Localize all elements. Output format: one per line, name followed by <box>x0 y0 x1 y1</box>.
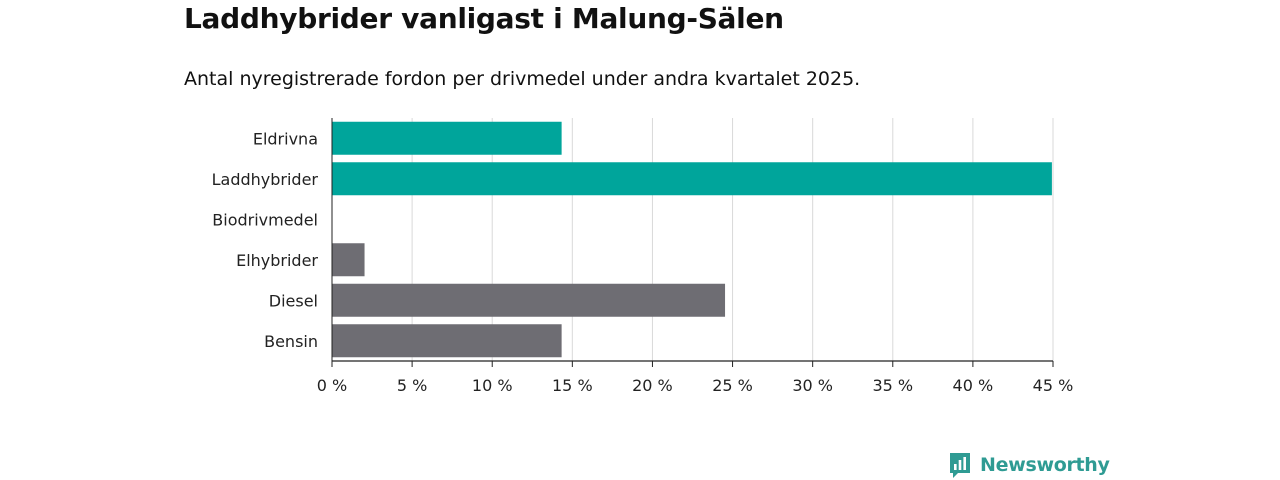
category-label: Bensin <box>264 332 318 351</box>
category-label: Laddhybrider <box>212 170 319 189</box>
x-tick-label: 15 % <box>552 376 593 395</box>
chart-subtitle: Antal nyregistrerade fordon per drivmede… <box>184 68 861 90</box>
newsworthy-logo-icon <box>950 453 970 478</box>
brand-logo: Newsworthy <box>948 450 1110 480</box>
bar-bensin <box>332 324 562 358</box>
category-label: Elhybrider <box>236 251 318 270</box>
bar-diesel <box>332 283 726 317</box>
bar-chart: Eldrivna Laddhybrider Biodrivmedel Elhybrid… <box>212 118 1074 395</box>
grid-lines <box>411 118 1054 361</box>
x-tick-label: 35 % <box>872 376 913 395</box>
x-axis: 0 % 5 % 10 % 15 % 20 % 25 % 30 % 35 % 40 % 45 % <box>317 118 1074 395</box>
x-tick-label: 25 % <box>712 376 753 395</box>
bar-laddhybrider <box>332 162 1052 196</box>
bar-eldrivna <box>332 121 562 155</box>
bar-elhybrider <box>332 243 365 277</box>
x-tick-label: 0 % <box>317 376 347 395</box>
x-tick-label: 40 % <box>953 376 994 395</box>
category-label: Diesel <box>269 291 318 310</box>
x-tick-label: 45 % <box>1033 376 1074 395</box>
chart-title: Laddhybrider vanligast i Malung-Sälen <box>184 2 784 35</box>
x-tick-label: 5 % <box>397 376 427 395</box>
x-tick-label: 10 % <box>472 376 513 395</box>
x-tick-label: 20 % <box>632 376 673 395</box>
x-tick-label: 30 % <box>792 376 833 395</box>
brand-name: Newsworthy <box>980 454 1110 476</box>
bars <box>332 121 1052 358</box>
category-labels: Eldrivna Laddhybrider Biodrivmedel Elhybrid… <box>212 129 319 351</box>
category-label: Eldrivna <box>253 129 318 148</box>
category-label: Biodrivmedel <box>212 210 318 229</box>
